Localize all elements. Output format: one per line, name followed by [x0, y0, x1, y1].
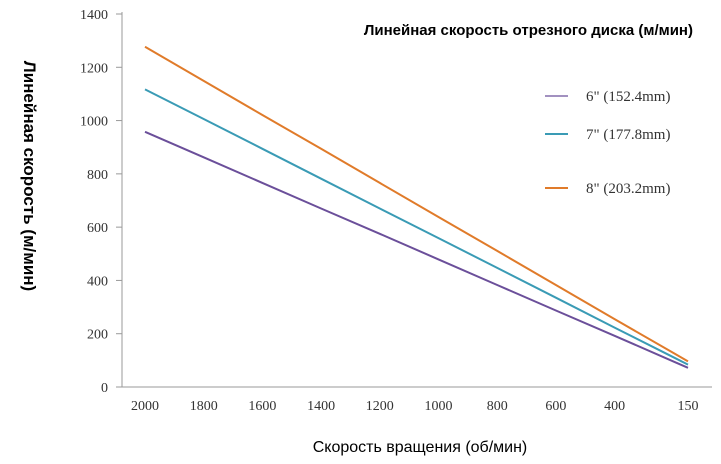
y-tick-label: 600	[87, 221, 108, 236]
y-tick-label: 400	[87, 274, 108, 289]
x-tick-label: 1400	[307, 399, 335, 414]
axes: 0 200 400 600 800 1000 1200 1400 2000 1800 1600 140…	[80, 8, 712, 414]
legend: 6" (152.4mm) 7" (177.8mm) 8" (203.2mm)	[545, 89, 670, 197]
series-lines	[144, 45, 689, 369]
x-tick-label: 1600	[248, 399, 276, 414]
x-tick-label: 600	[545, 399, 566, 414]
y-tick-label: 0	[101, 381, 108, 396]
x-tick-label: 800	[487, 399, 508, 414]
x-tick-label: 1000	[425, 399, 453, 414]
y-tick-label: 1200	[80, 61, 108, 76]
legend-label-2: 7" (177.8mm)	[586, 127, 670, 143]
y-tick-label: 1000	[80, 115, 108, 130]
x-tick-label: 2000	[131, 399, 159, 414]
y-tick-label: 200	[87, 328, 108, 343]
legend-label-3: 8" (203.2mm)	[586, 181, 670, 197]
series-line-3	[144, 45, 689, 363]
x-axis-label: Скорость вращения (об/мин)	[313, 439, 528, 456]
x-tick-label: 400	[604, 399, 625, 414]
chart-title: Линейная скорость отрезного диска (м/мин…	[364, 22, 693, 39]
y-axis-label: Линейная скорость (м/мин)	[20, 61, 39, 291]
x-tick-label: 1800	[190, 399, 218, 414]
y-tick-label: 1400	[80, 8, 108, 23]
series-line-1	[144, 130, 689, 369]
x-tick-label: 150	[678, 399, 699, 414]
y-tick-label: 800	[87, 168, 108, 183]
series-line-2	[144, 88, 689, 366]
legend-label-1: 6" (152.4mm)	[586, 89, 670, 105]
x-tick-label: 1200	[366, 399, 394, 414]
